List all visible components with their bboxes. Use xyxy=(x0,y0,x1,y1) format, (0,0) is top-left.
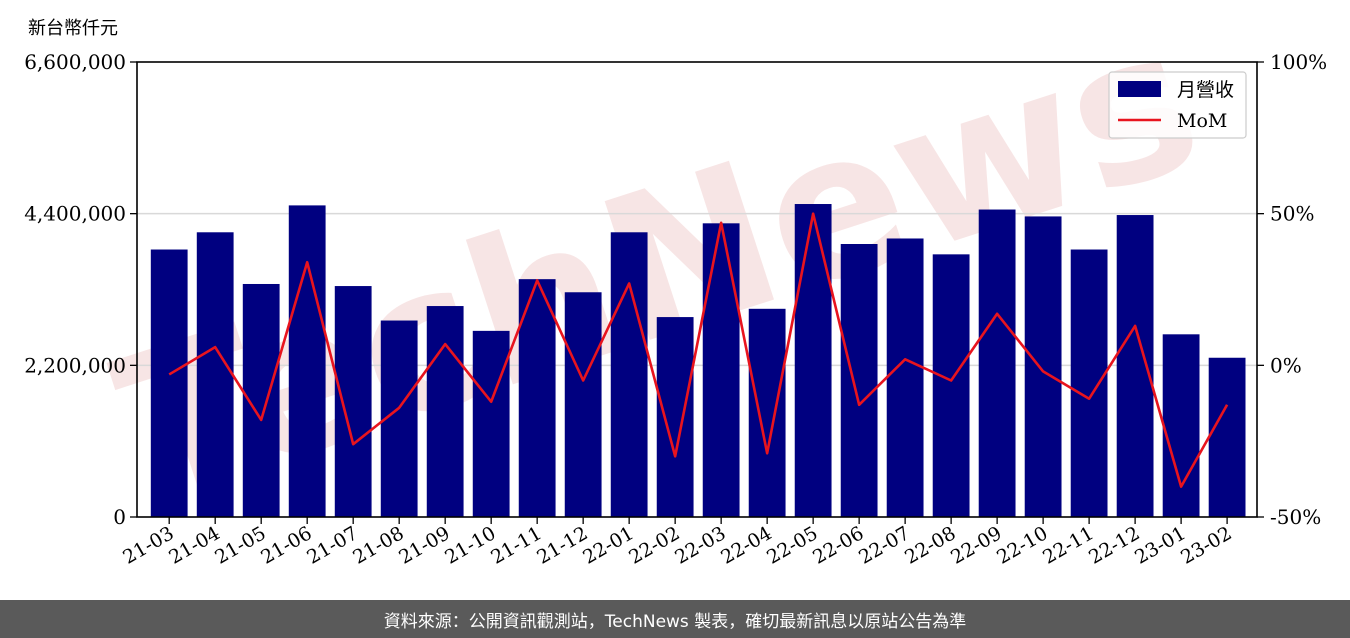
left-tick-label: 4,400,000 xyxy=(24,202,126,226)
bar-21-06 xyxy=(288,205,326,518)
x-tick-label: 21-09 xyxy=(395,522,453,568)
chart-area: TechNews 0 2,200,000 4,400,000 6,600,000 -50%… xyxy=(24,0,1327,569)
bar-22-01 xyxy=(610,232,648,517)
legend-label-revenue: 月營收 xyxy=(1177,79,1234,101)
right-tick-label: 50% xyxy=(1270,202,1314,226)
x-tick-label: 22-01 xyxy=(579,522,637,568)
legend-swatch-bar xyxy=(1118,81,1161,97)
x-tick-label: 22-02 xyxy=(625,522,683,568)
bar-22-07 xyxy=(886,238,924,517)
right-tick-label: 100% xyxy=(1270,50,1327,74)
x-tick-label: 21-07 xyxy=(303,522,361,568)
bar-23-02 xyxy=(1208,357,1246,517)
x-tick-label: 22-06 xyxy=(809,522,867,568)
x-tick-label: 21-06 xyxy=(257,522,315,568)
legend-label-mom: MoM xyxy=(1177,110,1227,132)
left-tick-label: 0 xyxy=(113,505,126,529)
left-tick-label: 2,200,000 xyxy=(24,353,126,377)
x-tick-label: 22-08 xyxy=(901,522,959,568)
bar-21-11 xyxy=(518,279,556,517)
bar-22-03 xyxy=(702,223,740,517)
x-tick-label: 22-11 xyxy=(1039,522,1097,568)
right-tick-label: 0% xyxy=(1270,353,1302,377)
bar-21-07 xyxy=(334,286,372,517)
bar-21-10 xyxy=(472,330,510,517)
bar-23-01 xyxy=(1162,334,1200,517)
x-tick-label: 22-07 xyxy=(855,522,913,568)
bar-21-04 xyxy=(196,232,234,517)
bar-22-09 xyxy=(978,209,1016,517)
source-footer: 資料來源：公開資訊觀測站，TechNews 製表，確切最新訊息以原站公告為準 xyxy=(0,600,1350,638)
x-tick-label: 22-12 xyxy=(1085,522,1143,568)
x-tick-label: 23-01 xyxy=(1131,522,1189,568)
left-tick-label: 6,600,000 xyxy=(24,50,126,74)
bar-22-08 xyxy=(932,254,970,517)
bar-22-10 xyxy=(1024,216,1062,517)
bar-22-02 xyxy=(656,317,694,517)
x-tick-label: 23-02 xyxy=(1177,522,1235,568)
bar-21-09 xyxy=(426,306,464,517)
y-axis-unit-label: 新台幣仟元 xyxy=(28,18,118,39)
plot-frame xyxy=(136,61,1258,518)
combo-chart: TechNews02,200,0004,400,0006,600,000-50%… xyxy=(24,0,1327,569)
x-tick-label: 21-12 xyxy=(533,522,591,568)
right-tick-label: -50% xyxy=(1270,505,1321,529)
x-tick-label: 22-05 xyxy=(763,522,821,568)
x-tick-label: 22-04 xyxy=(717,522,775,568)
footer-text: 資料來源：公開資訊觀測站，TechNews 製表，確切最新訊息以原站公告為準 xyxy=(383,611,967,632)
bar-21-12 xyxy=(564,292,602,517)
bar-22-04 xyxy=(748,308,786,517)
bar-22-05 xyxy=(794,204,832,518)
bar-22-06 xyxy=(840,244,878,517)
x-tick-label: 21-03 xyxy=(119,522,177,568)
bar-22-11 xyxy=(1070,249,1108,518)
x-tick-label: 22-03 xyxy=(671,522,729,568)
mom-line xyxy=(168,212,1229,488)
x-tick-label: 21-10 xyxy=(441,522,499,568)
x-tick-label: 21-08 xyxy=(349,522,407,568)
x-tick-label: 21-11 xyxy=(487,522,545,568)
bar-22-12 xyxy=(1116,215,1154,517)
x-tick-label: 22-09 xyxy=(947,522,1005,568)
bar-21-03 xyxy=(150,249,188,518)
x-tick-label: 22-10 xyxy=(993,522,1051,568)
